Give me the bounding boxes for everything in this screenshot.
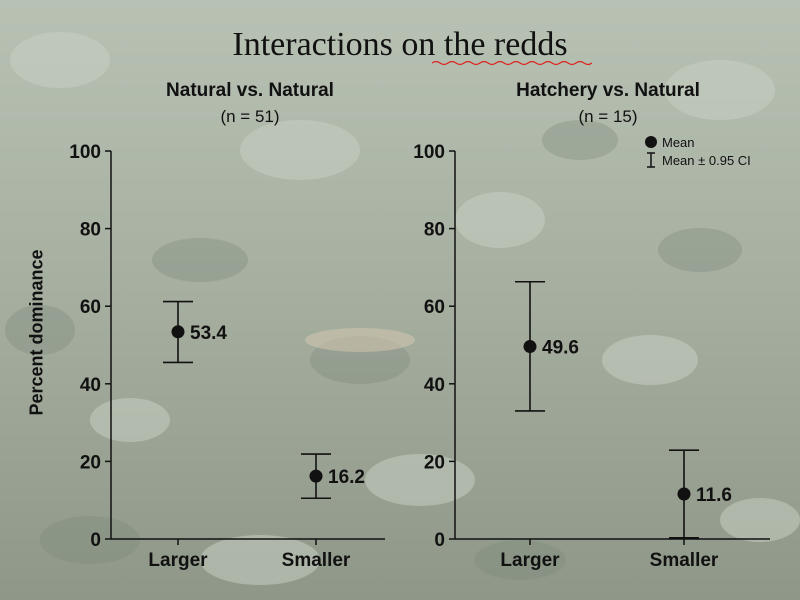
left-panel-subtitle: (n = 51): [220, 107, 280, 126]
mean-dot-icon: [640, 135, 662, 149]
panel1-ytick-label-80: 80: [80, 220, 101, 241]
panel1-ytick-label-0: 0: [90, 530, 101, 551]
slide-title: Interactions on the redds: [232, 26, 568, 63]
right-panel-title: Hatchery vs. Natural: [516, 80, 700, 101]
panel2-ytick-label-100: 100: [413, 142, 445, 163]
spellcheck-underline: [432, 60, 592, 66]
legend-mean-label: Mean: [662, 134, 695, 150]
panel2-ytick-label-60: 60: [424, 297, 445, 318]
panel2-xtick-label-larger: Larger: [500, 550, 560, 571]
legend: Mean Mean ± 0.95 CI: [640, 133, 751, 169]
legend-ci-label: Mean ± 0.95 CI: [662, 152, 751, 168]
panel1-mean-point-0: [171, 325, 185, 339]
panel1-mean-label-1: 16.2: [328, 467, 365, 488]
panel1-xtick-label-larger: Larger: [148, 550, 208, 571]
right-panel-subtitle: (n = 15): [578, 107, 638, 126]
left-panel-title: Natural vs. Natural: [166, 80, 334, 101]
error-bar-icon: [640, 152, 662, 168]
panel2-xtick-label-smaller: Smaller: [650, 550, 719, 571]
panel2-ytick-label-80: 80: [424, 220, 445, 241]
panel1-mean-point-1: [309, 469, 323, 483]
panel2-ytick-label-20: 20: [424, 452, 445, 473]
legend-ci: Mean ± 0.95 CI: [640, 151, 751, 169]
panel2-ytick-label-40: 40: [424, 375, 445, 396]
panel1-ytick-label-60: 60: [80, 297, 101, 318]
legend-mean: Mean: [640, 133, 751, 151]
panel1-ytick-label-40: 40: [80, 375, 101, 396]
panel1-ytick-label-100: 100: [69, 142, 101, 163]
panel2-mean-label-1: 11.6: [696, 485, 732, 506]
panel1-xtick-label-smaller: Smaller: [282, 550, 351, 571]
panel1-mean-label-0: 53.4: [190, 323, 227, 344]
panel2-mean-point-0: [523, 340, 537, 354]
panel1-ytick-label-20: 20: [80, 452, 101, 473]
panel2-mean-label-0: 49.6: [542, 338, 579, 359]
panel2-ytick-label-0: 0: [434, 530, 445, 551]
panel2-mean-point-1: [677, 487, 691, 501]
